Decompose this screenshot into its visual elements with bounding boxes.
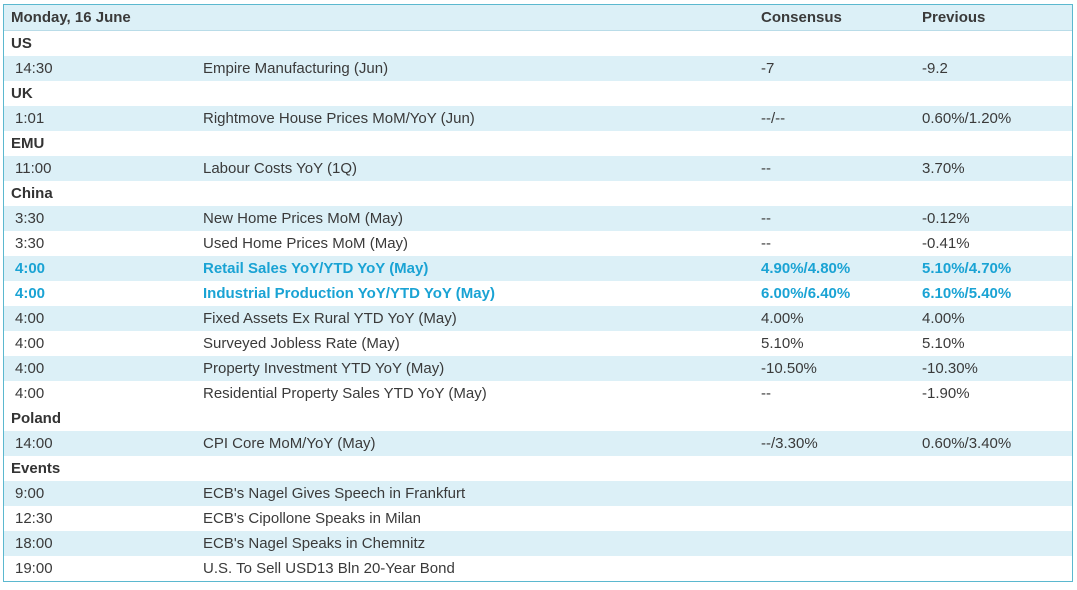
event-name: Surveyed Jobless Rate (May) bbox=[203, 335, 400, 352]
event-name: CPI Core MoM/YoY (May) bbox=[203, 435, 376, 452]
consensus-value: 4.00% bbox=[761, 310, 804, 327]
consensus-value: -- bbox=[761, 210, 771, 227]
section-label: UK bbox=[11, 85, 33, 102]
table-header: Monday, 16 June Consensus Previous bbox=[4, 5, 1072, 31]
previous-value: -0.41% bbox=[922, 235, 970, 252]
event-time: 19:00 bbox=[15, 560, 53, 577]
section-header-china: China bbox=[4, 181, 1072, 206]
table-row: 19:00 U.S. To Sell USD13 Bln 20-Year Bond bbox=[4, 556, 1072, 581]
table-row: 3:30 Used Home Prices MoM (May) -- -0.41% bbox=[4, 231, 1072, 256]
section-label: Events bbox=[11, 460, 61, 477]
consensus-value: -- bbox=[761, 160, 771, 177]
event-time: 1:01 bbox=[15, 110, 45, 127]
previous-value: 0.60%/3.40% bbox=[922, 435, 1012, 452]
table-row: 4:00 Industrial Production YoY/YTD YoY (M… bbox=[4, 281, 1072, 306]
event-time: 9:00 bbox=[15, 485, 45, 502]
table-row: 4:00 Property Investment YTD YoY (May) -10… bbox=[4, 356, 1072, 381]
table-row: 4:00 Residential Property Sales YTD YoY (… bbox=[4, 381, 1072, 406]
event-time: 3:30 bbox=[15, 235, 45, 252]
event-name: Labour Costs YoY (1Q) bbox=[203, 160, 357, 177]
event-time: 4:00 bbox=[15, 385, 45, 402]
previous-value: -9.2 bbox=[922, 60, 948, 77]
table-row: 4:00 Fixed Assets Ex Rural YTD YoY (May) 4… bbox=[4, 306, 1072, 331]
event-time: 14:00 bbox=[15, 435, 53, 452]
table-row: 4:00 Surveyed Jobless Rate (May) 5.10% 5.10… bbox=[4, 331, 1072, 356]
event-time: 3:30 bbox=[15, 210, 45, 227]
previous-value: -10.30% bbox=[922, 360, 978, 377]
section-header-us: US bbox=[4, 31, 1072, 56]
section-label: Poland bbox=[11, 410, 62, 427]
event-name: New Home Prices MoM (May) bbox=[203, 210, 404, 227]
event-name: Industrial Production YoY/YTD YoY (May) bbox=[203, 285, 495, 302]
section-header-events: Events bbox=[4, 456, 1072, 481]
event-name: U.S. To Sell USD13 Bln 20-Year Bond bbox=[203, 560, 455, 577]
event-name: Residential Property Sales YTD YoY (May) bbox=[203, 385, 487, 402]
consensus-value: -- bbox=[761, 235, 771, 252]
event-name: Empire Manufacturing (Jun) bbox=[203, 60, 389, 77]
table-row: 9:00 ECB's Nagel Gives Speech in Frankfur… bbox=[4, 481, 1072, 506]
event-time: 4:00 bbox=[15, 360, 45, 377]
consensus-value: -10.50% bbox=[761, 360, 817, 377]
table-row: 14:30 Empire Manufacturing (Jun) -7 -9.2 bbox=[4, 56, 1072, 81]
event-name: Fixed Assets Ex Rural YTD YoY (May) bbox=[203, 310, 457, 327]
section-header-poland: Poland bbox=[4, 406, 1072, 431]
event-time: 4:00 bbox=[15, 260, 46, 277]
previous-value: -0.12% bbox=[922, 210, 970, 227]
consensus-value: 4.90%/4.80% bbox=[761, 260, 851, 277]
event-name: ECB's Nagel Gives Speech in Frankfurt bbox=[203, 485, 466, 502]
previous-value: 6.10%/5.40% bbox=[922, 285, 1012, 302]
event-time: 4:00 bbox=[15, 310, 45, 327]
section-label: US bbox=[11, 35, 32, 52]
section-label: EMU bbox=[11, 135, 45, 152]
table-row: 12:30 ECB's Cipollone Speaks in Milan bbox=[4, 506, 1072, 531]
consensus-value: --/3.30% bbox=[761, 435, 818, 452]
section-header-emu: EMU bbox=[4, 131, 1072, 156]
table-row: 3:30 New Home Prices MoM (May) -- -0.12% bbox=[4, 206, 1072, 231]
consensus-value: -7 bbox=[761, 60, 775, 77]
event-name: Retail Sales YoY/YTD YoY (May) bbox=[203, 260, 429, 277]
economic-calendar-table: Monday, 16 June Consensus Previous US 14:… bbox=[3, 4, 1073, 582]
event-name: ECB's Nagel Speaks in Chemnitz bbox=[203, 535, 426, 552]
table-row: 11:00 Labour Costs YoY (1Q) -- 3.70% bbox=[4, 156, 1072, 181]
previous-value: 0.60%/1.20% bbox=[922, 110, 1012, 127]
table-row: 4:00 Retail Sales YoY/YTD YoY (May) 4.90%/… bbox=[4, 256, 1072, 281]
event-time: 18:00 bbox=[15, 535, 53, 552]
date-heading: Monday, 16 June bbox=[11, 9, 131, 26]
section-header-uk: UK bbox=[4, 81, 1072, 106]
event-time: 14:30 bbox=[15, 60, 53, 77]
event-name: Property Investment YTD YoY (May) bbox=[203, 360, 445, 377]
consensus-value: -- bbox=[761, 385, 771, 402]
previous-value: 5.10%/4.70% bbox=[922, 260, 1012, 277]
table-row: 18:00 ECB's Nagel Speaks in Chemnitz bbox=[4, 531, 1072, 556]
event-name: Used Home Prices MoM (May) bbox=[203, 235, 409, 252]
previous-value: 5.10% bbox=[922, 335, 965, 352]
previous-column-header: Previous bbox=[922, 9, 986, 26]
consensus-value: --/-- bbox=[761, 110, 786, 127]
table-row: 14:00 CPI Core MoM/YoY (May) --/3.30% 0.60%… bbox=[4, 431, 1072, 456]
previous-value: -1.90% bbox=[922, 385, 970, 402]
event-name: Rightmove House Prices MoM/YoY (Jun) bbox=[203, 110, 475, 127]
consensus-value: 6.00%/6.40% bbox=[761, 285, 851, 302]
table-row: 1:01 Rightmove House Prices MoM/YoY (Jun)… bbox=[4, 106, 1072, 131]
event-name: ECB's Cipollone Speaks in Milan bbox=[203, 510, 421, 527]
previous-value: 3.70% bbox=[922, 160, 965, 177]
table-body: US 14:30 Empire Manufacturing (Jun) -7 -9.2 U… bbox=[4, 31, 1072, 581]
consensus-value: 5.10% bbox=[761, 335, 804, 352]
event-time: 4:00 bbox=[15, 335, 45, 352]
event-time: 11:00 bbox=[15, 160, 52, 177]
consensus-column-header: Consensus bbox=[761, 9, 842, 26]
previous-value: 4.00% bbox=[922, 310, 965, 327]
section-label: China bbox=[11, 185, 53, 202]
event-time: 4:00 bbox=[15, 285, 46, 302]
event-time: 12:30 bbox=[15, 510, 53, 527]
